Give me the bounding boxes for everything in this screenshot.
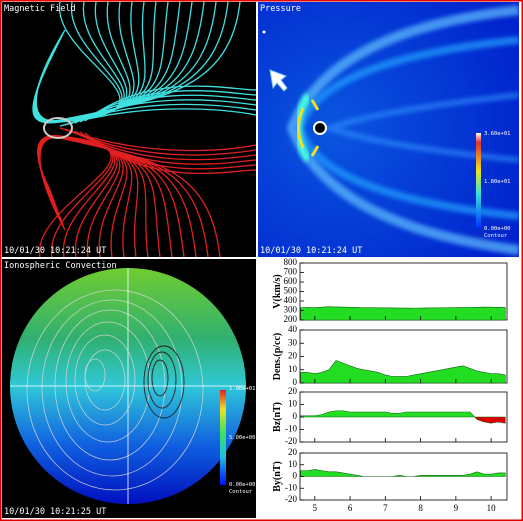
field-line bbox=[35, 2, 241, 122]
area bbox=[300, 469, 506, 477]
field-line bbox=[74, 130, 256, 165]
timestamp: 10/01/30 10:21:25 UT bbox=[4, 507, 106, 517]
y-tick-label: 20 bbox=[288, 351, 298, 361]
y-tick-label: 0 bbox=[293, 377, 298, 387]
y-tick-label: 20 bbox=[288, 447, 298, 457]
y-tick-label: 20 bbox=[288, 386, 298, 396]
field-line bbox=[64, 128, 256, 156]
magnetic-field-panel: Magnetic Field 10/01/30 10:21:24 UT bbox=[2, 2, 256, 257]
colorbar-label: 5.00e+00 bbox=[229, 435, 256, 441]
area bbox=[300, 360, 506, 384]
y-tick-label: -20 bbox=[285, 436, 297, 446]
colorbar-caption: Contour bbox=[229, 489, 253, 495]
field-line bbox=[64, 103, 256, 126]
timestamp: 10/01/30 10:21:24 UT bbox=[4, 246, 106, 256]
field-line bbox=[84, 85, 256, 122]
colorbar-label: 0.00e+00 bbox=[484, 226, 511, 232]
colorbar-label: 3.60e+01 bbox=[484, 131, 511, 137]
y-tick-label: -10 bbox=[285, 424, 297, 434]
field-line bbox=[69, 129, 256, 161]
y-tick-label: 700 bbox=[284, 267, 298, 277]
y-tick-label: 300 bbox=[284, 305, 298, 315]
field-line bbox=[59, 127, 256, 152]
y-tick-label: 600 bbox=[284, 276, 298, 286]
panel-title: Ionospheric Convection bbox=[4, 261, 117, 271]
field-line bbox=[69, 99, 256, 125]
field-line bbox=[59, 108, 256, 127]
field-line bbox=[39, 136, 221, 257]
y-tick-label: 40 bbox=[288, 324, 298, 334]
y-tick-label: 10 bbox=[288, 459, 298, 469]
y-tick-label: 500 bbox=[284, 286, 298, 296]
colorbar-label: 0.00e+00 bbox=[229, 482, 256, 488]
y-tick-label: 10 bbox=[288, 364, 298, 374]
y-tick-label: -20 bbox=[285, 494, 297, 504]
field-line bbox=[79, 90, 256, 123]
y-tick-label: 800 bbox=[284, 257, 298, 267]
field-line bbox=[74, 94, 256, 124]
y-axis-label: Bz(nT) bbox=[272, 402, 283, 432]
y-tick-label: 0 bbox=[293, 471, 298, 481]
y-axis-label: V(km/s) bbox=[272, 274, 283, 308]
y-tick-label: 0 bbox=[293, 411, 298, 421]
y-tick-label: -10 bbox=[285, 482, 297, 492]
panel-title: Pressure bbox=[260, 4, 301, 14]
x-tick-label: 10 bbox=[487, 503, 497, 513]
x-tick-label: 9 bbox=[454, 503, 459, 513]
x-tick-label: 5 bbox=[313, 503, 318, 513]
y-tick-label: 10 bbox=[288, 399, 298, 409]
earth bbox=[43, 117, 73, 139]
ionosphere-panel: 1.00e+01 5.00e+00 0.00e+00 Contour Ionos… bbox=[2, 259, 256, 518]
y-tick-label: 400 bbox=[284, 295, 298, 305]
colorbar-label: 1.80e+01 bbox=[484, 179, 511, 185]
y-tick-label: 200 bbox=[284, 314, 298, 324]
y-axis-label: Dens.(p/cc) bbox=[272, 333, 283, 381]
colorbar-label: 1.00e+01 bbox=[229, 386, 256, 392]
x-tick-label: 6 bbox=[348, 503, 353, 513]
area bbox=[300, 410, 506, 424]
area bbox=[300, 306, 506, 321]
y-tick-label: 30 bbox=[288, 337, 298, 347]
time-series-panel: 200300400500600700800V(km/s)010203040Den… bbox=[258, 257, 519, 518]
panel-title: Magnetic Field bbox=[4, 4, 76, 14]
y-axis-label: By(nT) bbox=[272, 461, 283, 492]
colorbar-caption: Contour bbox=[484, 233, 508, 239]
field-line bbox=[84, 132, 256, 175]
timestamp: 10/01/30 10:21:24 UT bbox=[260, 246, 362, 256]
x-tick-label: 8 bbox=[418, 503, 423, 513]
pressure-panel: 3.60e+01 1.80e+01 0.00e+00 Contour Press… bbox=[258, 2, 519, 257]
x-tick-label: 7 bbox=[383, 503, 388, 513]
